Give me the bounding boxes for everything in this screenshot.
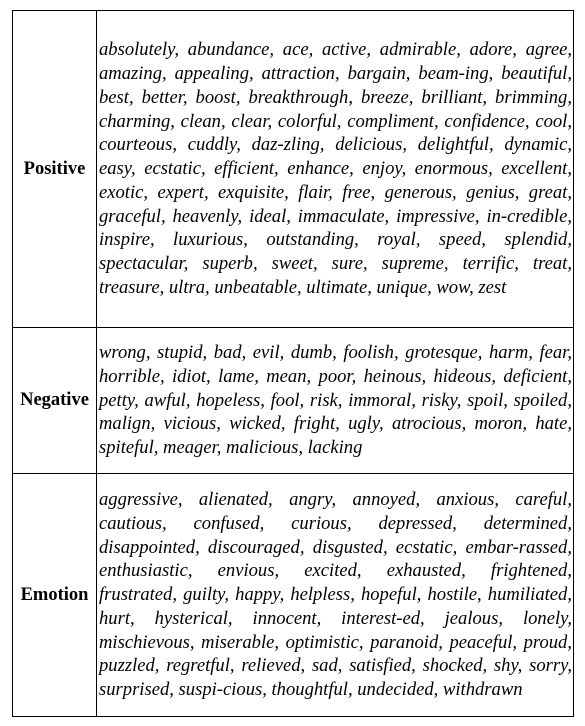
word-list-emotion: aggressive, alienated, angry, annoyed, a… (96, 473, 574, 717)
category-label-negative: Negative (12, 327, 97, 474)
category-label-emotion: Emotion (12, 473, 97, 717)
word-category-table: Positive absolutely, abundance, ace, act… (12, 10, 574, 717)
word-list-positive: absolutely, abundance, ace, active, admi… (96, 10, 574, 328)
table-row-negative: Negative wrong, stupid, bad, evil, dumb,… (12, 327, 574, 474)
category-label-positive: Positive (12, 10, 97, 328)
table-row-emotion: Emotion aggressive, alienated, angry, an… (12, 473, 574, 717)
table-row-positive: Positive absolutely, abundance, ace, act… (12, 10, 574, 328)
word-list-negative: wrong, stupid, bad, evil, dumb, foolish,… (96, 327, 574, 474)
